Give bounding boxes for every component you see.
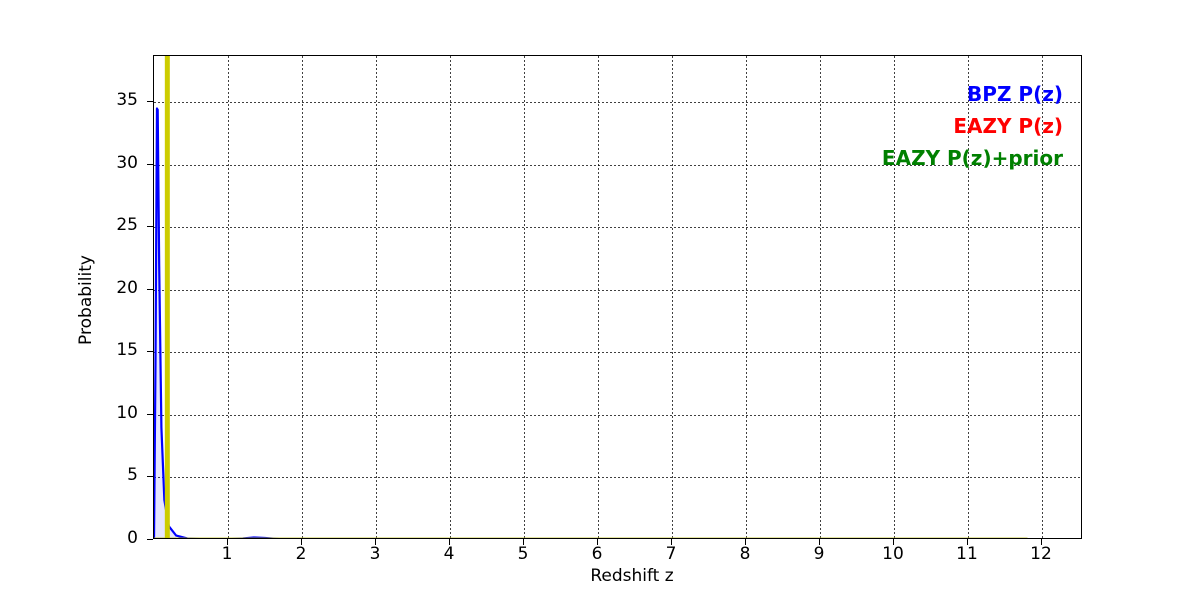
- x-axis-tick-label: 2: [295, 544, 307, 564]
- x-axis-tick: [967, 539, 968, 545]
- x-axis-tick-label: 8: [739, 544, 751, 564]
- y-axis-tick: [147, 164, 153, 165]
- x-axis-tick-label: 11: [956, 544, 978, 564]
- gridline-horizontal: [154, 477, 1081, 478]
- x-axis-label-text: Redshift z: [590, 566, 674, 586]
- gridline-vertical: [524, 56, 525, 538]
- y-axis-tick-label: 0: [127, 528, 138, 548]
- x-axis-tick: [671, 539, 672, 545]
- x-axis-tick: [597, 539, 598, 545]
- x-axis-tick-label: 6: [591, 544, 603, 564]
- curve-bpz-p-z: [154, 107, 280, 538]
- gridline-horizontal: [154, 415, 1081, 416]
- x-axis-tick-label: 4: [443, 544, 455, 564]
- gridline-vertical: [672, 56, 673, 538]
- y-axis-tick: [147, 226, 153, 227]
- x-axis-tick-label: 1: [221, 544, 233, 564]
- x-axis-tick: [449, 539, 450, 545]
- x-axis-tick: [227, 539, 228, 545]
- data-curves: [154, 56, 1081, 538]
- x-axis-tick: [1041, 539, 1042, 545]
- gridline-vertical: [376, 56, 377, 538]
- x-axis-tick: [819, 539, 820, 545]
- y-axis-tick-label: 5: [127, 465, 138, 485]
- curves-svg: [154, 56, 1028, 538]
- gridlines: [154, 56, 1081, 538]
- y-axis-tick-label: 10: [116, 403, 138, 423]
- gridline-horizontal: [154, 290, 1081, 291]
- gridline-horizontal: [154, 352, 1081, 353]
- gridline-vertical: [820, 56, 821, 538]
- x-axis-tick: [301, 539, 302, 545]
- y-axis-tick-label: 25: [116, 215, 138, 235]
- legend-entry-eazy: EAZY P(z): [953, 114, 1063, 138]
- x-axis-tick-label: 10: [882, 544, 904, 564]
- gridline-horizontal: [154, 102, 1081, 103]
- x-axis-tick-label: 3: [369, 544, 381, 564]
- x-axis-tick: [375, 539, 376, 545]
- gridline-vertical: [598, 56, 599, 538]
- y-axis-tick: [147, 476, 153, 477]
- legend: BPZ P(z) EAZY P(z) EAZY P(z)+prior: [882, 78, 1063, 174]
- gridline-vertical: [302, 56, 303, 538]
- legend-entry-bpz: BPZ P(z): [967, 82, 1063, 106]
- x-axis-tick-label: 9: [813, 544, 825, 564]
- x-axis-tick-label: 12: [1030, 544, 1052, 564]
- gridline-vertical: [1042, 56, 1043, 538]
- x-axis-label: Redshift z: [0, 566, 1200, 586]
- y-axis-tick-label: 35: [116, 90, 138, 110]
- gridline-vertical: [228, 56, 229, 538]
- y-axis-tick: [147, 101, 153, 102]
- gridline-vertical: [894, 56, 895, 538]
- curve-bpz-fill: [154, 108, 177, 538]
- y-axis-tick: [147, 351, 153, 352]
- gridline-vertical: [746, 56, 747, 538]
- y-axis-label: Probability: [76, 255, 96, 345]
- y-axis-tick: [147, 289, 153, 290]
- x-axis-tick: [745, 539, 746, 545]
- plot-area: [153, 55, 1082, 539]
- gridline-horizontal: [154, 227, 1081, 228]
- gridline-horizontal: [154, 165, 1081, 166]
- gridline-vertical: [968, 56, 969, 538]
- gridline-vertical: [450, 56, 451, 538]
- x-axis-tick-label: 7: [665, 544, 677, 564]
- y-axis-tick-label: 15: [116, 340, 138, 360]
- y-axis-tick: [147, 414, 153, 415]
- legend-entry-eazy-prior: EAZY P(z)+prior: [881, 146, 1063, 170]
- x-axis-tick-label: 5: [517, 544, 529, 564]
- x-axis-tick: [893, 539, 894, 545]
- x-axis-tick: [523, 539, 524, 545]
- y-axis-tick: [147, 539, 153, 540]
- y-axis-tick-label: 20: [116, 278, 138, 298]
- y-axis-tick-label: 30: [116, 153, 138, 173]
